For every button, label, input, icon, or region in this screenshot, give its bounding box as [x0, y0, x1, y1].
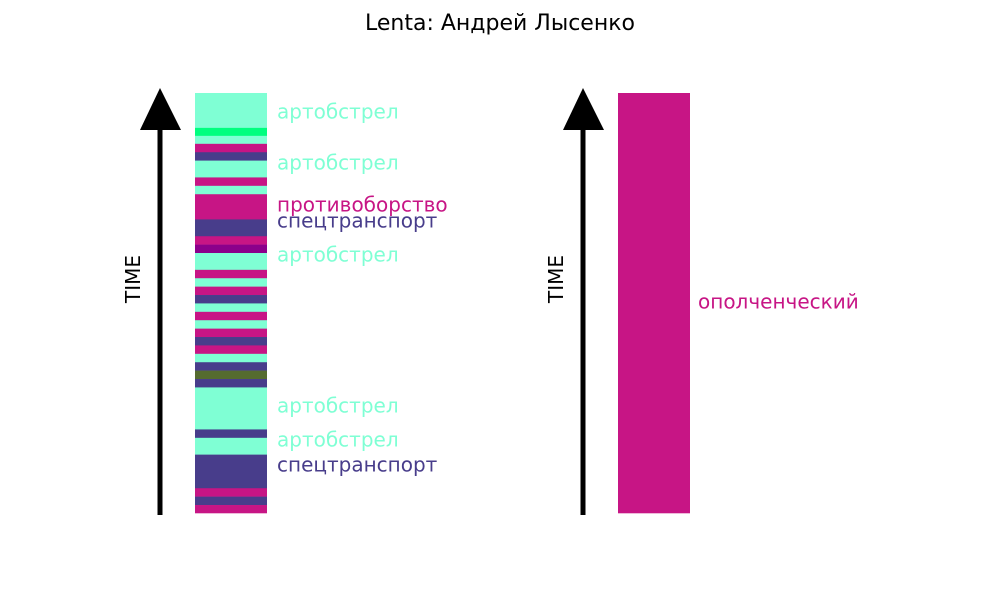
- left-timeline-segment: [195, 177, 267, 187]
- chart-title: Lenta: Андрей Лысенко: [365, 11, 635, 36]
- left-timeline-segment: [195, 387, 267, 430]
- left-timeline-segment: [195, 379, 267, 388]
- left-timeline-segment: [195, 362, 267, 371]
- left-timeline-segment: [195, 370, 267, 380]
- left-timeline-segment: [195, 345, 267, 355]
- left-time-arrow-head: [140, 88, 181, 130]
- right-timeline-segment: [618, 93, 690, 514]
- left-topic-label: противоборство: [277, 192, 448, 216]
- left-timeline-segment: [195, 353, 267, 363]
- left-timeline-segment: [195, 295, 267, 304]
- left-timeline-segment: [195, 93, 267, 129]
- left-timeline-segment: [195, 437, 267, 455]
- left-topic-label: артобстрел: [277, 394, 399, 418]
- left-topic-label: спецтранспорт: [277, 452, 438, 476]
- left-timeline-segment: [195, 278, 267, 287]
- left-timeline-segment: [195, 320, 267, 329]
- left-timeline-segment: [195, 488, 267, 497]
- left-timeline-segment: [195, 253, 267, 271]
- left-timeline-segment: [195, 244, 267, 254]
- left-timeline-bar: [195, 93, 267, 514]
- left-topic-label: артобстрел: [277, 242, 399, 266]
- left-panel: TIME артобстрелартобстрелпротивоборствос…: [121, 88, 448, 515]
- left-timeline-segment: [195, 328, 267, 338]
- left-timeline-segment: [195, 269, 267, 279]
- left-topic-label: артобстрел: [277, 428, 399, 452]
- left-topic-labels: артобстрелартобстрелпротивоборствоспецтр…: [277, 100, 448, 477]
- right-topic-labels: ополченческий: [698, 290, 859, 314]
- left-timeline-segment: [195, 311, 267, 321]
- left-timeline-segment: [195, 127, 267, 137]
- left-timeline-segment: [195, 505, 267, 514]
- left-topic-label: спецтранспорт: [277, 208, 438, 232]
- left-timeline-segment: [195, 337, 267, 346]
- right-time-axis-label: TIME: [544, 255, 568, 304]
- left-timeline-segment: [195, 454, 267, 489]
- left-timeline-segment: [195, 303, 267, 313]
- left-timeline-segment: [195, 429, 267, 439]
- left-topic-label: артобстрел: [277, 100, 399, 124]
- right-time-arrow-head: [563, 88, 604, 130]
- left-timeline-segment: [195, 143, 267, 153]
- right-topic-label: ополченческий: [698, 290, 859, 314]
- left-time-axis-label: TIME: [121, 255, 145, 304]
- left-timeline-segment: [195, 152, 267, 161]
- left-timeline-segment: [195, 194, 267, 220]
- right-panel: TIME ополченческий: [544, 88, 859, 515]
- left-timeline-segment: [195, 219, 267, 237]
- left-timeline-segment: [195, 496, 267, 506]
- left-timeline-segment: [195, 236, 267, 245]
- right-timeline-bar: [618, 93, 690, 514]
- left-timeline-segment: [195, 286, 267, 296]
- left-topic-label: артобстрел: [277, 150, 399, 174]
- left-timeline-segment: [195, 135, 267, 145]
- left-timeline-segment: [195, 185, 267, 195]
- left-timeline-segment: [195, 160, 267, 178]
